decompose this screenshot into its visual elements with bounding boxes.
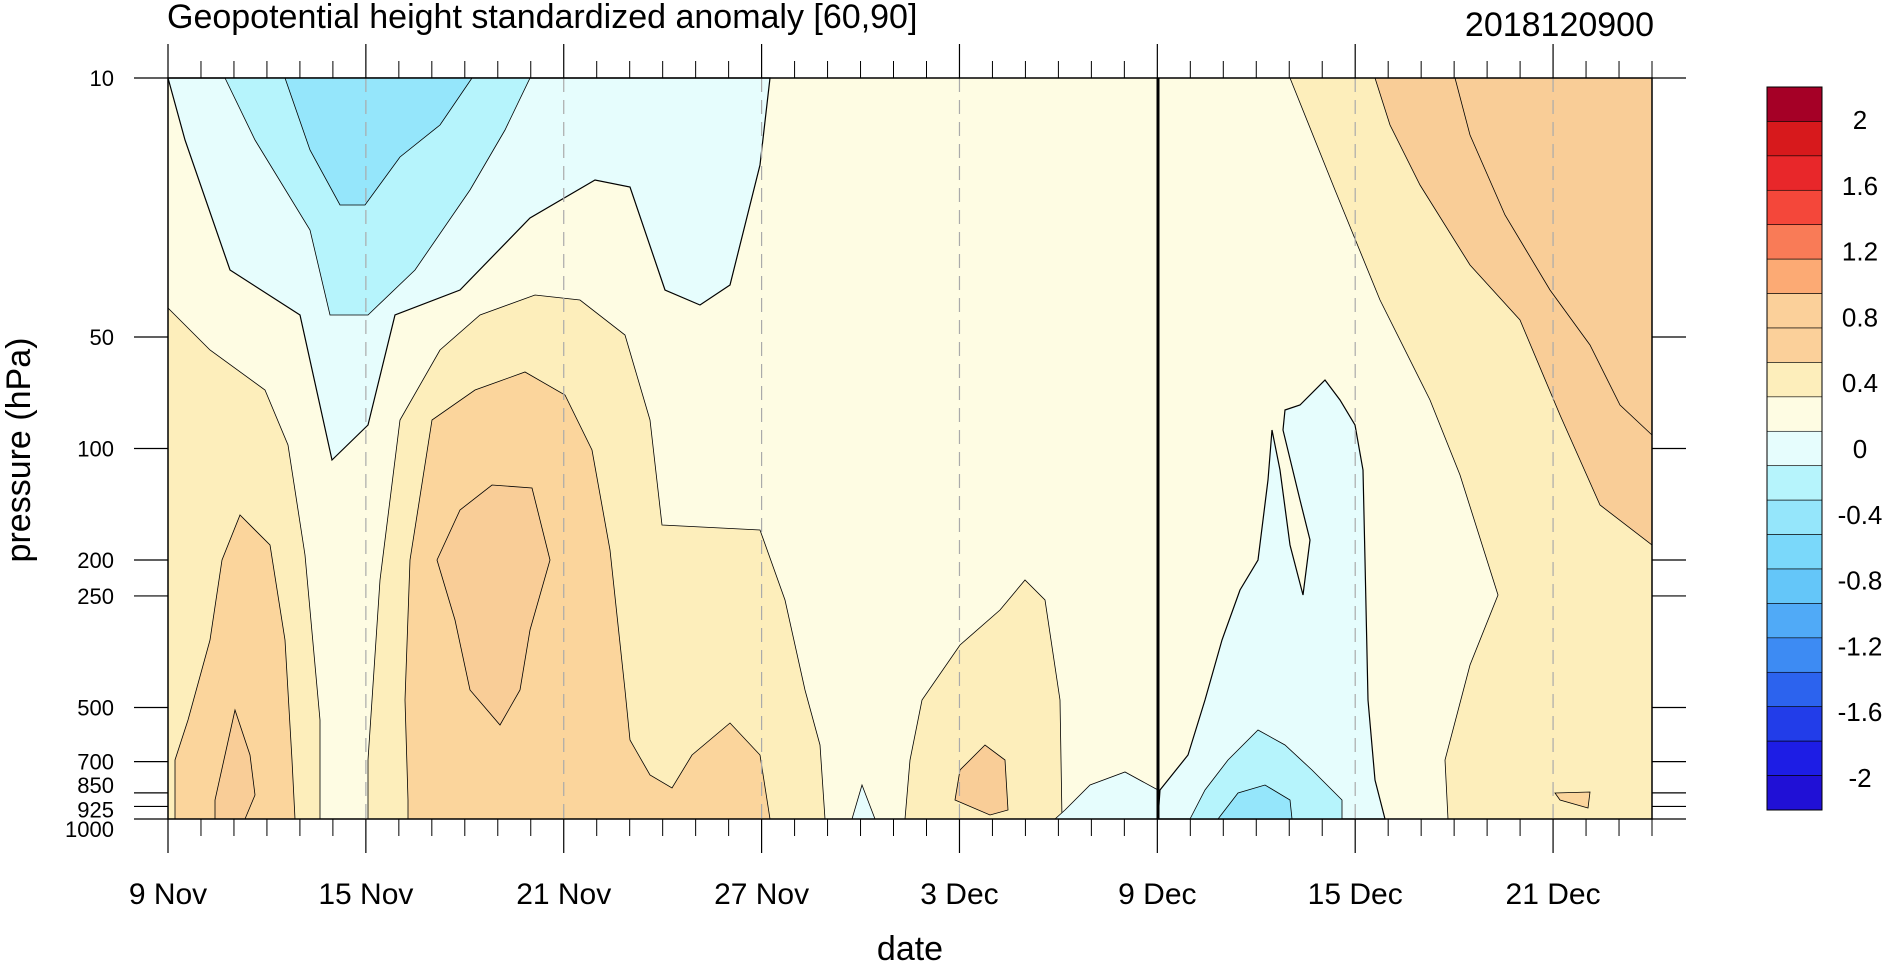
colorbar-swatch [1766,189,1823,226]
colorbar-swatch [1766,740,1823,776]
colorbar-frame [1766,86,1823,811]
y-tick-label: 10 [90,66,114,91]
colorbar-label: -0.4 [1838,500,1883,530]
contour-neg-mid-left [224,77,531,316]
colorbar-swatch [1766,775,1823,811]
contour-pos-mid-left [174,514,296,820]
colorbar-swatch [1766,396,1823,432]
y-tick-label: 250 [77,584,114,609]
contour-neg-low-right [1157,379,1386,820]
colorbar-swatch [1766,86,1823,122]
colorbar-label: -0.8 [1838,566,1883,596]
contour-pos-low-dec [904,579,1063,820]
colorbar-label: 0.8 [1842,302,1878,332]
contour-pos-high-left [214,708,256,820]
x-tick-label: 27 Nov [714,878,809,911]
y-tick-label: 100 [77,437,114,462]
contour-pos-spot-right [1554,791,1591,809]
x-tick-label: 3 Dec [920,878,998,911]
colorbar-swatch [1766,258,1823,294]
y-tick-label: 850 [77,773,114,798]
plot-frame [167,77,1653,820]
x-tick-label: 15 Dec [1308,878,1403,911]
x-tick-label: 9 Dec [1118,878,1196,911]
contour-neg-mid-right [1189,729,1343,820]
x-tick-label: 21 Dec [1506,878,1601,911]
chart-timestamp: 2018120900 [1465,6,1654,44]
colorbar-swatch [1766,706,1823,742]
colorbar-swatch [1766,362,1823,398]
colorbar-label: 0.4 [1842,368,1878,398]
colorbar-swatch [1766,534,1823,570]
contour-pos-high-center [436,484,551,726]
colorbar-label: -1.2 [1838,631,1883,661]
colorbar-swatch [1766,465,1823,501]
x-tick-label: 21 Nov [516,878,611,911]
y-tick-label: 700 [77,750,114,775]
y-tick-label: 925 [77,797,114,822]
colorbar-swatch [1766,121,1823,157]
colorbar-swatch [1766,637,1823,673]
colorbar-label: 1.2 [1842,237,1878,267]
colorbar-swatch [1766,155,1823,191]
contour-neg-high-left [284,77,473,206]
colorbar-swatch [1766,671,1823,708]
x-tick-label: 9 Nov [129,878,207,911]
colorbar-label: 0 [1853,434,1867,464]
x-ticks: 9 Nov 15 Nov 21 Nov 27 Nov 3 Dec 9 Dec 15 Dec 2… [129,44,1653,911]
y-axis-label: pressure (hPa) [0,338,38,563]
colorbar-swatch [1766,568,1823,604]
y-tick-label: 500 [77,695,114,720]
y-tick-label: 1000 [65,817,114,842]
x-tick-label: 15 Nov [318,878,413,911]
colorbar-swatch [1766,293,1823,329]
colorbar-label: -2 [1848,763,1871,793]
colorbar-swatch [1766,430,1823,467]
colorbar-label: 1.6 [1842,171,1878,201]
colorbar-swatch [1766,603,1823,639]
chart-title: Geopotential height standardized anomaly… [167,0,917,36]
y-tick-label: 50 [90,325,114,350]
plot-area: 9 Nov 15 Nov 21 Nov 27 Nov 3 Dec 9 Dec 15 Dec 2… [65,44,1686,911]
y-tick-label: 200 [77,548,114,573]
colorbar-label: -1.6 [1838,697,1883,727]
colorbar: 2 1.6 1.2 0.8 0.4 0 -0.4 -0.8 -1.2 -1.6 -2 [1766,86,1883,811]
colorbar-swatch [1766,224,1823,260]
colorbar-swatch [1766,499,1823,535]
colorbar-label: 2 [1853,105,1867,135]
x-axis-label: date [877,930,943,963]
colorbar-swatch [1766,327,1823,363]
